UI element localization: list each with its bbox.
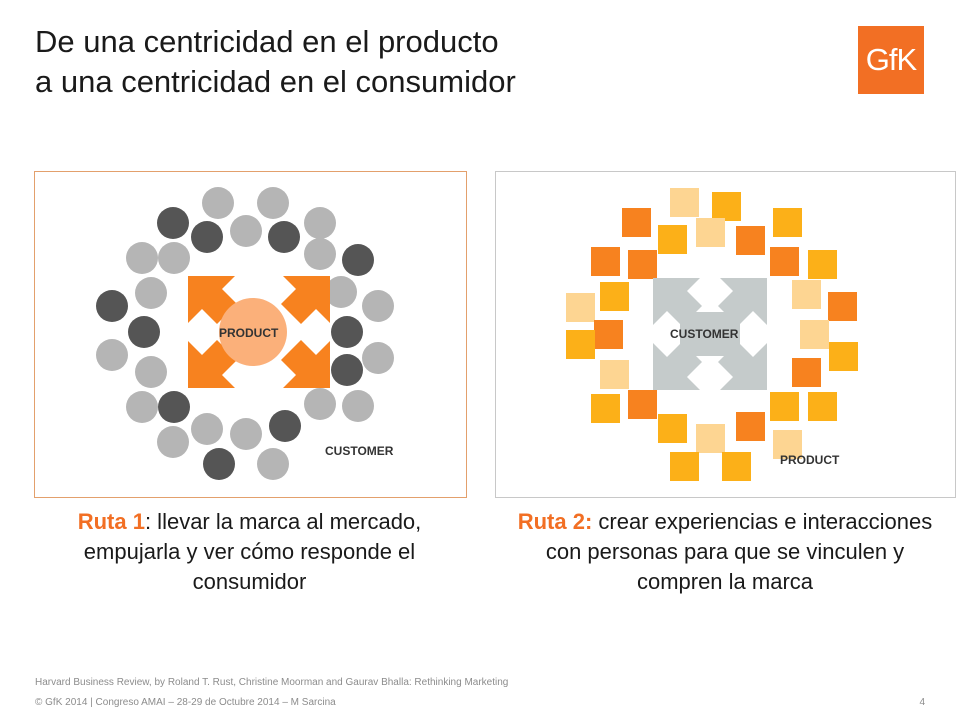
footer-copyright: © GfK 2014 | Congreso AMAI – 28-29 de Oc…: [35, 697, 336, 708]
light-customer-circle: [304, 388, 336, 420]
light-customer-circle: [257, 448, 289, 480]
light-customer-circle: [157, 426, 189, 458]
arrow-ne: [281, 276, 330, 324]
pale-touchpoint-square: [696, 218, 725, 247]
amber-touchpoint-square: [566, 330, 595, 359]
dark-customer-circle: [268, 221, 300, 253]
light-customer-circle: [126, 391, 158, 423]
light-customer-circle: [191, 413, 223, 445]
product-centric-svg: PRODUCT CUSTOMER: [96, 187, 394, 480]
route-2-caption: Ruta 2: crear experiencias e interaccion…: [500, 507, 950, 597]
product-center-circle: [219, 298, 287, 366]
customer-centric-diagram: CUSTOMER PRODUCT: [495, 171, 956, 498]
customer-center-label: CUSTOMER: [670, 327, 739, 341]
pale-touchpoint-square: [696, 424, 725, 453]
orange-touchpoint-square: [736, 412, 765, 441]
pale-touchpoint-square: [800, 320, 829, 349]
customer-centric-svg: CUSTOMER PRODUCT: [566, 188, 858, 481]
light-customer-circle: [304, 207, 336, 239]
dark-customer-circle: [203, 448, 235, 480]
title-line-2: a una centricidad en el consumidor: [35, 64, 516, 99]
dark-customer-circle: [269, 410, 301, 442]
dark-customer-circle: [331, 316, 363, 348]
customer-corner-label: CUSTOMER: [325, 444, 394, 458]
light-customer-circle: [325, 276, 357, 308]
light-customer-circle: [158, 242, 190, 274]
amber-touchpoint-square: [829, 342, 858, 371]
page-number: 4: [919, 697, 925, 708]
light-customer-circle: [96, 339, 128, 371]
dark-customer-circle: [128, 316, 160, 348]
route-1-text: : llevar la marca al mercado, empujarla …: [83, 509, 422, 594]
arrow-nw: [188, 276, 237, 324]
pale-touchpoint-square: [792, 280, 821, 309]
light-customer-circle: [304, 238, 336, 270]
light-customer-circle: [230, 418, 262, 450]
route-2-text: crear experiencias e interacciones con p…: [545, 509, 933, 594]
orange-touchpoint-square: [594, 320, 623, 349]
light-customer-circle: [342, 390, 374, 422]
orange-touchpoint-square: [628, 250, 657, 279]
amber-touchpoint-square: [658, 414, 687, 443]
amber-touchpoint-square: [808, 392, 837, 421]
amber-touchpoint-square: [722, 452, 751, 481]
amber-touchpoint-square: [658, 225, 687, 254]
light-customer-circle: [135, 356, 167, 388]
dark-customer-circle: [331, 354, 363, 386]
orange-touchpoint-square: [736, 226, 765, 255]
dark-customer-circle: [342, 244, 374, 276]
pale-touchpoint-square: [566, 293, 595, 322]
product-center-label: PRODUCT: [219, 326, 279, 340]
light-customer-circle: [230, 215, 262, 247]
amber-touchpoint-square: [670, 452, 699, 481]
orange-touchpoint-square: [792, 358, 821, 387]
amber-touchpoint-square: [808, 250, 837, 279]
light-customer-circle: [135, 277, 167, 309]
dark-customer-circle: [158, 391, 190, 423]
orange-touchpoint-square: [628, 390, 657, 419]
light-customer-circle: [362, 290, 394, 322]
route-2-highlight: Ruta 2:: [517, 509, 593, 534]
source-citation: Harvard Business Review, by Roland T. Ru…: [35, 677, 509, 688]
amber-touchpoint-square: [591, 394, 620, 423]
pale-touchpoint-square: [600, 360, 629, 389]
orange-touchpoint-square: [828, 292, 857, 321]
arrow-se: [281, 340, 330, 388]
light-customer-circle: [126, 242, 158, 274]
cross-center: [680, 312, 740, 356]
outward-arrows: [188, 276, 330, 388]
dark-customer-circle: [96, 290, 128, 322]
product-corner-label: PRODUCT: [780, 453, 840, 467]
gfk-logo: GfK: [858, 26, 924, 94]
light-customer-circle: [202, 187, 234, 219]
orange-touchpoint-square: [770, 247, 799, 276]
pale-touchpoint-square: [670, 188, 699, 217]
crossing-arrows: [653, 278, 767, 390]
slide-title: De una centricidad en el producto a una …: [35, 22, 815, 102]
amber-touchpoint-square: [712, 192, 741, 221]
light-customer-circle: [362, 342, 394, 374]
orange-touchpoint-square: [591, 247, 620, 276]
arrow-sw: [188, 340, 237, 388]
amber-touchpoint-square: [773, 208, 802, 237]
product-centric-diagram: PRODUCT CUSTOMER: [34, 171, 467, 498]
route-1-caption: Ruta 1: llevar la marca al mercado, empu…: [34, 507, 465, 597]
dark-customer-circle: [157, 207, 189, 239]
orange-touchpoint-square: [622, 208, 651, 237]
light-customer-circle: [257, 187, 289, 219]
route-1-highlight: Ruta 1: [77, 509, 145, 534]
dark-customer-circle: [191, 221, 223, 253]
title-line-1: De una centricidad en el producto: [35, 24, 499, 59]
pale-touchpoint-square: [773, 430, 802, 459]
amber-touchpoint-square: [600, 282, 629, 311]
amber-touchpoint-square: [770, 392, 799, 421]
